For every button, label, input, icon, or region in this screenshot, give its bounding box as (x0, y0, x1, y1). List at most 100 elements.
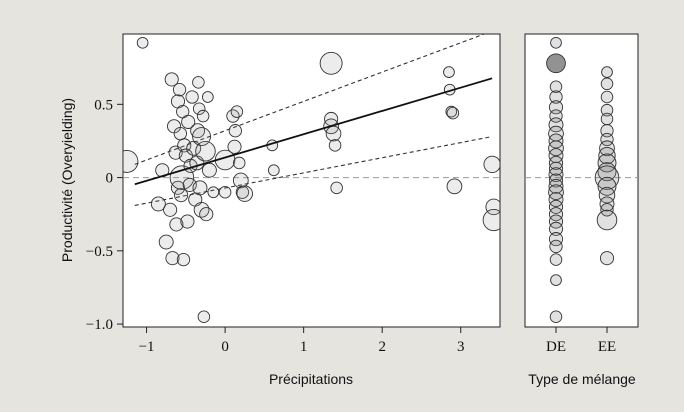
data-point (176, 252, 191, 267)
data-point (163, 202, 178, 217)
x-tick-label: 3 (457, 339, 465, 355)
data-point (228, 124, 242, 138)
y-axis-title: Productivité (Overyielding) (59, 98, 75, 262)
data-point (170, 180, 186, 195)
data-point (230, 105, 244, 118)
strip-point-de (548, 161, 564, 176)
data-point (196, 109, 210, 123)
data-point (446, 106, 460, 120)
data-point (232, 172, 249, 189)
side-x-axis-title: Type de mélange (528, 371, 636, 387)
data-point (195, 140, 216, 162)
data-point (236, 185, 253, 202)
data-point (446, 178, 463, 195)
data-point (136, 36, 149, 49)
x-tick-label: 0 (221, 339, 229, 355)
y-tick-label: −1.0 (86, 317, 113, 333)
data-point (164, 72, 179, 87)
strip-point-de (549, 310, 563, 323)
data-point (197, 310, 211, 323)
strip-point-de (548, 117, 564, 133)
strip-point-ee (601, 66, 613, 78)
strip-point-de (550, 36, 562, 49)
strip-point-ee (600, 103, 614, 117)
main-points (123, 36, 500, 323)
data-point (192, 180, 208, 196)
strip-point-ee (600, 203, 614, 217)
strip-point-ee (600, 112, 614, 126)
data-point (169, 217, 184, 232)
strip-point-ee (598, 146, 616, 165)
strip-point-de (548, 155, 564, 170)
data-point (443, 66, 455, 78)
y-tick-label: 0.5 (94, 97, 113, 113)
strip-point-de (548, 207, 564, 222)
data-point (181, 114, 196, 129)
data-point (201, 162, 217, 178)
data-point (150, 196, 166, 212)
data-point (207, 186, 220, 199)
data-point (172, 83, 187, 97)
side-points (546, 36, 620, 323)
strip-point-ee (596, 209, 618, 231)
data-point (180, 214, 195, 229)
data-point (325, 125, 342, 142)
strip-point-ee (598, 186, 616, 204)
y-tick-label: 0 (106, 171, 114, 187)
data-point (201, 91, 214, 103)
data-point (185, 90, 199, 104)
data-point (232, 156, 246, 170)
strip-point-de (548, 178, 564, 194)
strip-point-ee (597, 176, 617, 196)
confidence-band-lower (134, 136, 493, 206)
main-panel: −1 0 1 2 3 −1.0 −0.5 0 0.5 Précipitations Produc… (59, 33, 501, 387)
x-tick-label: −1 (139, 339, 155, 355)
data-point (165, 251, 180, 266)
strip-point-ee (600, 132, 614, 147)
data-point (123, 150, 139, 173)
y-tick-label: −0.5 (86, 244, 113, 260)
side-axis-ticks: DE EE (546, 327, 616, 355)
data-point (483, 155, 500, 174)
main-plot-frame (122, 33, 501, 328)
strip-point-de (546, 53, 566, 74)
data-point (218, 185, 232, 199)
side-plot-frame (524, 33, 639, 328)
strip-point-de (549, 80, 563, 93)
strip-point-de (548, 221, 564, 236)
strip-point-ee (597, 162, 617, 182)
strip-point-de (548, 232, 564, 247)
strip-point-de (548, 199, 564, 214)
regression-line (134, 77, 493, 186)
strip-point-ee (599, 140, 615, 157)
data-point (227, 139, 242, 154)
category-tick-label: DE (546, 339, 566, 355)
data-point (192, 76, 205, 89)
data-point (192, 102, 206, 115)
data-point (330, 181, 343, 195)
strip-point-de (549, 109, 563, 123)
data-point (328, 139, 342, 152)
data-point (482, 209, 500, 232)
data-point (199, 207, 214, 222)
strip-point-de (549, 239, 563, 254)
data-point (173, 126, 187, 141)
strip-point-de (549, 253, 563, 266)
data-point (158, 234, 174, 250)
category-tick-label: EE (598, 339, 616, 355)
strip-point-de (549, 90, 563, 104)
strip-point-de (550, 274, 562, 286)
x-axis-title: Précipitations (269, 371, 353, 387)
data-point (267, 164, 280, 177)
data-point (177, 138, 192, 153)
strip-point-ee (599, 251, 615, 266)
side-panel: DE EE Type de mélange (524, 33, 639, 387)
strip-point-de (548, 214, 564, 229)
data-point (174, 188, 189, 203)
strip-point-ee (600, 90, 614, 104)
strip-point-ee (600, 77, 614, 91)
x-tick-label: 2 (378, 339, 386, 355)
strip-point-de (548, 192, 564, 207)
data-point (319, 51, 343, 75)
